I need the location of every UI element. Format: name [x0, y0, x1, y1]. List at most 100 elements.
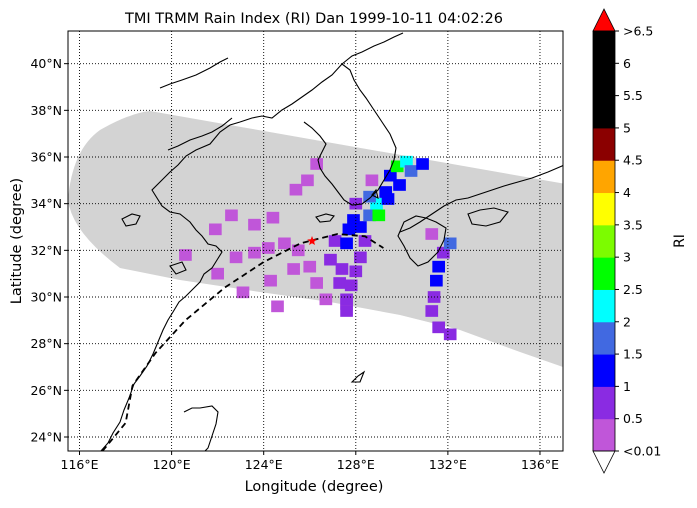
rain-cell — [229, 251, 243, 264]
rain-cell — [372, 209, 386, 222]
rain-cell — [383, 169, 397, 182]
rain-cell — [310, 277, 323, 289]
x-axis-label: Longitude (degree) — [245, 479, 384, 495]
colorbar-bin — [593, 386, 615, 420]
colorbar-under-arrow — [592, 450, 616, 474]
lat-tick-label: 30°N — [30, 290, 62, 305]
coastline-hangzhou-bay — [121, 213, 141, 227]
rain-cell — [342, 223, 356, 236]
rain-cell — [287, 263, 300, 275]
colorbar-bin — [593, 160, 615, 194]
rain-cell — [278, 237, 291, 250]
colorbar-tick-label: 4.5 — [623, 153, 643, 168]
colorbar-tick-label: 2.5 — [623, 282, 643, 297]
colorbar-bin — [593, 354, 615, 387]
lat-tick-label: 40°N — [30, 56, 62, 71]
rain-cell — [179, 249, 192, 261]
coastline-tsushima — [371, 188, 379, 200]
colorbar — [592, 8, 616, 474]
rain-cell — [340, 237, 353, 250]
colorbar-bin — [593, 95, 615, 129]
rain-cell — [291, 244, 305, 257]
rain-cell — [328, 235, 342, 247]
colorbar-tick-label: <0.01 — [623, 444, 661, 459]
colorbar-bin — [593, 289, 615, 323]
rain-cell — [370, 197, 383, 210]
lat-tick-label: 28°N — [30, 336, 62, 351]
latitude-ticks: 24°N 26°N 28°N 30°N 32°N 34°N 36°N 38°N 40°N — [30, 56, 68, 445]
coastline-taiwan — [183, 405, 219, 451]
rain-cell — [248, 218, 261, 231]
rain-cell — [209, 223, 222, 236]
rain-cell — [261, 242, 275, 254]
colorbar-bin — [593, 418, 615, 452]
colorbar-tick-label: 2 — [623, 314, 631, 329]
storm-track-line — [101, 233, 384, 451]
rain-cell — [310, 158, 323, 170]
colorbar-bin — [593, 127, 615, 161]
coastline-chongming — [169, 261, 187, 275]
colorbar-tick-label: 3.5 — [623, 217, 643, 232]
rain-cell — [271, 300, 284, 313]
rain-cell — [365, 174, 379, 187]
rain-cell — [404, 165, 418, 177]
rain-cell — [340, 293, 353, 306]
y-axis-label: Latitude (degree) — [9, 178, 25, 304]
rain-cell — [363, 190, 376, 203]
colorbar-ticks: <0.01 0.5 1 1.5 2 2.5 3 3.5 4 4.5 5 5.5 6 >6.5 — [615, 24, 661, 459]
rain-cell — [349, 197, 363, 210]
rain-cell — [303, 260, 317, 273]
map-axes-frame — [67, 30, 564, 452]
coastline-jeju — [315, 213, 335, 223]
rain-cell — [390, 160, 404, 173]
colorbar-bin — [593, 192, 615, 226]
colorbar-bin — [593, 31, 615, 64]
coastline-bohai-korea — [239, 63, 397, 206]
figure-title: TMI TRMM Rain Index (RI) Dan 1999-10-11 … — [124, 11, 503, 27]
rain-cell — [301, 174, 314, 187]
rain-cell — [225, 209, 238, 222]
colorbar-tick-label: >6.5 — [623, 24, 653, 39]
coastline-kyushu — [397, 215, 447, 267]
colorbar-bin — [593, 257, 615, 290]
lat-tick-label: 34°N — [30, 196, 62, 211]
storm-position-marker — [307, 236, 317, 245]
rain-cell — [432, 260, 446, 273]
rain-cell — [443, 328, 457, 341]
lat-tick-label: 24°N — [30, 430, 62, 445]
colorbar-bin — [593, 224, 615, 258]
rain-cell — [248, 246, 261, 259]
coastline-liaodong — [159, 57, 229, 89]
colorbar-tick-label: 5 — [623, 120, 631, 135]
colorbar-tick-label: 1.5 — [623, 347, 643, 362]
rain-cell — [289, 183, 303, 196]
lon-tick-label: 116°E — [61, 457, 99, 472]
lat-tick-label: 38°N — [30, 103, 62, 118]
colorbar-over-arrow — [592, 8, 616, 32]
colorbar-tick-label: 1 — [623, 379, 631, 394]
rain-cell — [264, 274, 277, 287]
longitude-ticks: 116°E 120°E 124°E 128°E 132°E 136°E — [61, 451, 559, 472]
rain-cell — [381, 193, 395, 205]
coastline-north-korea-east — [341, 32, 404, 65]
lat-tick-label: 36°N — [30, 150, 62, 165]
lon-tick-label: 136°E — [521, 457, 559, 472]
rain-cell — [393, 179, 406, 191]
rain-cell — [211, 267, 224, 280]
rain-cell — [354, 251, 367, 264]
rain-cell — [379, 186, 393, 198]
map-content — [68, 32, 563, 451]
rain-cell — [319, 293, 333, 306]
rain-cell — [236, 286, 250, 299]
rain-cell — [266, 211, 280, 224]
rain-cell — [344, 279, 358, 292]
lon-tick-label: 128°E — [337, 457, 375, 472]
colorbar-tick-label: 6 — [623, 56, 631, 71]
colorbar-label: RI — [672, 234, 688, 248]
lon-tick-label: 132°E — [429, 457, 467, 472]
colorbar-tick-label: 4 — [623, 185, 631, 200]
colorbar-tick-label: 3 — [623, 250, 631, 265]
colorbar-tick-label: 5.5 — [623, 88, 643, 103]
rain-cell — [432, 321, 446, 334]
